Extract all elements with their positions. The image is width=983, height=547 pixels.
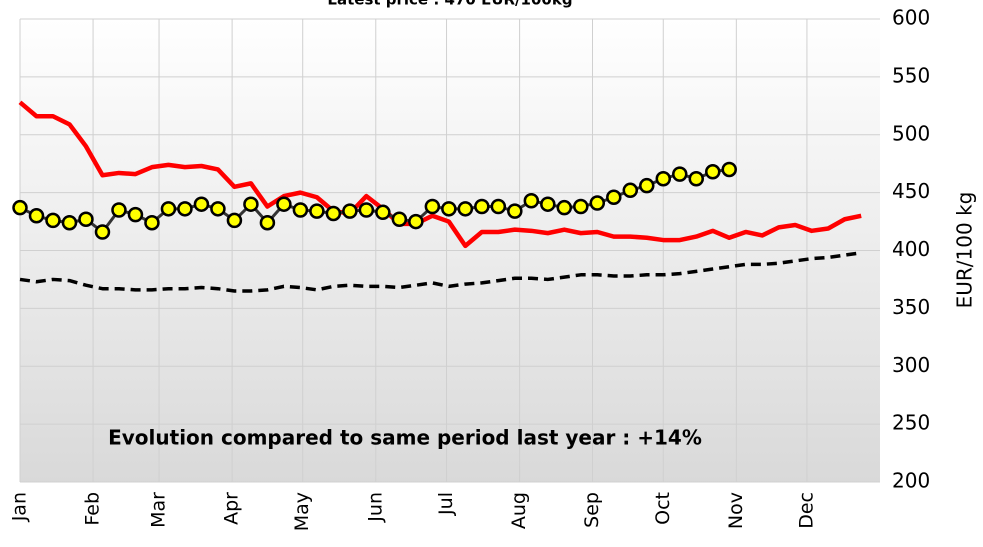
data-point [127, 206, 144, 223]
data-point [606, 189, 622, 206]
data-point [358, 202, 375, 218]
x-tick-label: Jan [9, 492, 31, 522]
data-point [28, 208, 45, 224]
x-tick-label: Aug [508, 492, 530, 529]
y-tick-label: 450 [892, 179, 930, 203]
marks [12, 100, 862, 293]
data-point [474, 198, 490, 215]
data-point [45, 212, 61, 229]
data-point [309, 203, 325, 219]
data-point [556, 199, 573, 216]
data-point [441, 201, 457, 217]
y-tick-label: 250 [892, 411, 930, 435]
data-point [193, 196, 210, 212]
data-point [672, 166, 688, 182]
data-point [424, 198, 441, 215]
x-tick-label: Oct [652, 492, 674, 525]
data-point [688, 170, 705, 187]
x-tick-label: Mar [148, 492, 170, 528]
y-tick-label: 600 [892, 6, 930, 30]
x-tick-label: Jul [435, 492, 457, 516]
data-point [622, 182, 639, 199]
data-point [507, 203, 523, 219]
series-line [19, 251, 862, 293]
y-axis-label: EUR/100 kg [953, 192, 977, 309]
data-point [408, 213, 424, 230]
x-tick-label: Jun [364, 492, 386, 523]
data-point [259, 214, 276, 231]
series-line [18, 100, 862, 249]
data-point [210, 201, 226, 217]
data-point [160, 201, 177, 217]
data-point [540, 196, 556, 212]
data-point [589, 195, 606, 211]
y-tick-label: 500 [892, 121, 930, 145]
data-point [12, 199, 28, 216]
x-tick-label: May [291, 492, 313, 531]
x-tick-label: Feb [82, 492, 104, 526]
data-point [523, 192, 540, 209]
data-point [243, 196, 259, 212]
data-point [226, 212, 243, 229]
data-point [78, 211, 94, 227]
x-tick-label: Sep [581, 492, 603, 528]
y-tick-label: 550 [892, 63, 930, 87]
data-point [61, 214, 78, 231]
data-point [391, 211, 408, 227]
data-point [144, 214, 160, 231]
data-point [177, 201, 193, 217]
data-point [655, 170, 672, 187]
y-tick-label: 400 [892, 237, 930, 261]
grid [19, 18, 880, 483]
y-tick-label: 200 [892, 469, 930, 493]
data-point [342, 203, 358, 219]
x-tick-label: Apr [221, 492, 243, 525]
data-point [325, 205, 342, 222]
data-point [721, 161, 737, 178]
data-point [94, 224, 111, 240]
data-point [292, 202, 309, 218]
data-point [457, 201, 474, 217]
data-point [490, 198, 507, 215]
data-point [705, 164, 721, 180]
data-point [573, 198, 589, 215]
y-tick-label: 300 [892, 353, 930, 377]
x-tick-label: Nov [725, 492, 747, 529]
x-tick-label: Dec [795, 492, 817, 529]
data-point [375, 204, 391, 221]
data-point [276, 196, 292, 212]
data-point [639, 177, 655, 194]
y-tick-label: 350 [892, 295, 930, 319]
annotation: Evolution compared to same period last y… [108, 426, 702, 450]
data-point [111, 202, 127, 218]
